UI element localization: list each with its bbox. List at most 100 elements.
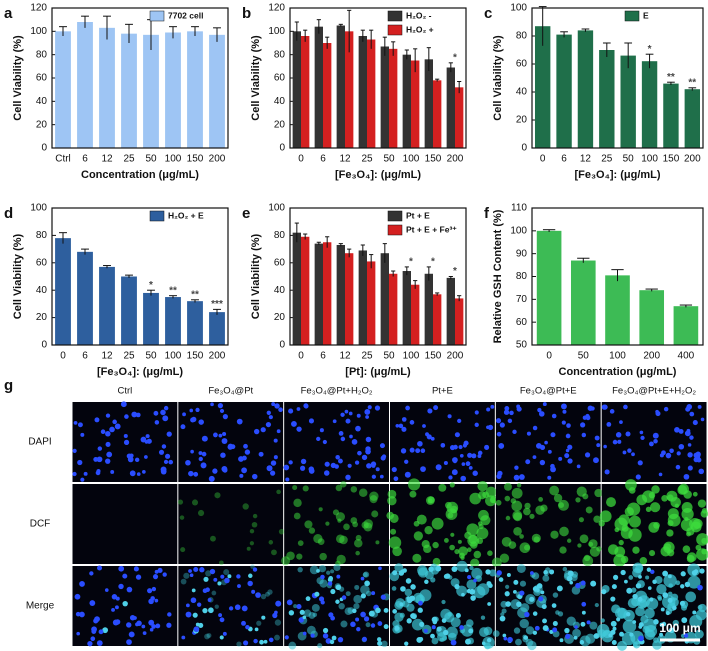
dapi-nucleus: [127, 456, 134, 463]
bar: [605, 275, 630, 345]
dcf-signal: [297, 540, 304, 546]
dapi-nucleus: [652, 579, 657, 584]
dcf-signal: [631, 587, 637, 593]
dapi-nucleus: [550, 466, 556, 473]
dcf-signal: [427, 496, 435, 504]
legend-label: E: [643, 10, 649, 20]
dcf-signal: [265, 591, 270, 597]
dapi-nucleus: [629, 632, 634, 637]
dapi-nucleus: [498, 577, 504, 582]
dcf-signal: [596, 546, 602, 552]
dapi-nucleus: [602, 404, 608, 410]
dcf-signal: [387, 495, 397, 506]
dapi-nucleus: [417, 440, 423, 447]
significance-mark: *: [409, 257, 413, 268]
dapi-nucleus: [94, 417, 100, 423]
dapi-nucleus: [349, 434, 353, 439]
dapi-nucleus: [567, 458, 573, 464]
dapi-nucleus: [680, 571, 686, 577]
dapi-nucleus: [463, 440, 469, 446]
dapi-nucleus: [562, 409, 567, 414]
bar: [187, 31, 203, 148]
dapi-nucleus: [308, 418, 315, 424]
dapi-nucleus: [594, 435, 600, 441]
dapi-nucleus: [626, 587, 633, 594]
bar: [336, 244, 345, 345]
bar: [323, 242, 332, 345]
dapi-nucleus: [668, 627, 675, 634]
dapi-nucleus: [148, 619, 155, 626]
dcf-signal: [417, 567, 429, 578]
dapi-nucleus: [102, 627, 109, 634]
dapi-nucleus: [152, 574, 159, 580]
dcf-signal: [562, 566, 568, 572]
y-tick-label: 0: [41, 143, 47, 154]
dapi-nucleus: [340, 436, 346, 442]
dapi-nucleus: [288, 460, 293, 465]
bar: [684, 89, 701, 148]
dapi-nucleus: [470, 595, 476, 601]
dcf-signal: [271, 549, 277, 556]
dcf-signal: [388, 536, 402, 549]
dapi-nucleus: [472, 470, 478, 476]
significance-mark: *: [453, 266, 457, 277]
dcf-signal: [353, 594, 362, 604]
dapi-nucleus: [454, 584, 460, 590]
dapi-nucleus: [471, 453, 477, 459]
dcf-signal: [339, 535, 348, 545]
y-axis-label: Cell Viability (%): [492, 35, 504, 121]
dapi-nucleus: [505, 601, 511, 607]
dapi-nucleus: [213, 432, 218, 438]
dapi-nucleus: [552, 621, 558, 627]
dapi-nucleus: [693, 457, 699, 463]
x-tick-label: 100: [641, 154, 658, 165]
dcf-signal: [421, 540, 430, 549]
micrograph-content: [283, 403, 387, 482]
micrograph: [178, 402, 284, 482]
dapi-nucleus: [423, 628, 428, 633]
dapi-nucleus: [653, 619, 659, 625]
dapi-nucleus: [665, 610, 670, 616]
dcf-signal: [354, 538, 363, 548]
dapi-nucleus: [188, 470, 194, 477]
dcf-signal: [489, 569, 497, 577]
dapi-nucleus: [542, 618, 547, 624]
dapi-nucleus: [516, 404, 521, 409]
dapi-nucleus: [661, 450, 666, 456]
dapi-nucleus: [243, 640, 249, 646]
dapi-nucleus: [190, 597, 197, 604]
dapi-nucleus: [195, 407, 200, 413]
dapi-nucleus: [564, 453, 570, 459]
dcf-signal: [340, 620, 348, 628]
dcf-signal: [387, 489, 397, 499]
dcf-signal: [582, 493, 589, 500]
dcf-signal: [519, 534, 524, 539]
dcf-signal: [326, 570, 331, 575]
dapi-nucleus: [236, 418, 243, 425]
dapi-nucleus: [638, 622, 644, 628]
dapi-nucleus: [236, 574, 241, 579]
dapi-nucleus: [305, 596, 311, 602]
dcf-signal: [651, 485, 660, 494]
dcf-signal: [431, 517, 444, 530]
dapi-nucleus: [360, 593, 366, 599]
dapi-nucleus: [361, 454, 368, 461]
dapi-nucleus: [474, 422, 479, 428]
dapi-nucleus: [357, 450, 362, 456]
legend-label: H₂O₂ + E: [168, 210, 204, 220]
dcf-signal: [381, 640, 388, 648]
dapi-nucleus: [122, 573, 128, 579]
dapi-nucleus: [266, 465, 273, 472]
y-tick-label: 20: [274, 119, 286, 130]
dapi-nucleus: [581, 610, 586, 615]
dapi-nucleus: [157, 567, 163, 573]
dapi-nucleus: [273, 455, 278, 460]
x-tick-label: 100: [403, 154, 420, 165]
dapi-nucleus: [461, 462, 466, 466]
dapi-nucleus: [665, 452, 672, 459]
dapi-nucleus: [551, 603, 557, 608]
dapi-nucleus: [525, 459, 531, 465]
dapi-nucleus: [94, 616, 100, 623]
dapi-nucleus: [374, 405, 381, 411]
dapi-nucleus: [253, 428, 260, 435]
